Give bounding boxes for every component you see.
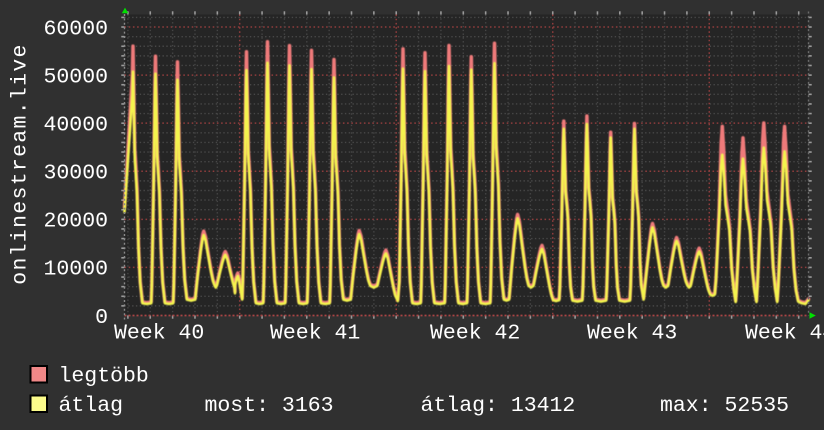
- svg-text:átlag: 13412: átlag: 13412: [421, 394, 576, 418]
- svg-text:30000: 30000: [43, 162, 108, 186]
- svg-text:Week 41: Week 41: [270, 322, 360, 346]
- svg-text:Week 44: Week 44: [745, 322, 824, 346]
- svg-text:Week 42: Week 42: [430, 322, 520, 346]
- svg-text:max: 52535: max: 52535: [660, 394, 789, 418]
- svg-text:20000: 20000: [43, 210, 108, 234]
- svg-text:40000: 40000: [43, 114, 108, 138]
- svg-text:legtöbb: legtöbb: [59, 365, 149, 389]
- svg-text:átlag: átlag: [59, 394, 124, 418]
- svg-text:50000: 50000: [43, 65, 108, 89]
- svg-text:Week 40: Week 40: [114, 322, 204, 346]
- svg-text:onlinestream.live: onlinestream.live: [9, 43, 33, 284]
- svg-text:60000: 60000: [43, 17, 108, 41]
- svg-text:most: 3163: most: 3163: [205, 394, 334, 418]
- svg-text:0: 0: [95, 306, 108, 330]
- svg-text:Week 43: Week 43: [587, 322, 677, 346]
- svg-text:10000: 10000: [43, 258, 108, 282]
